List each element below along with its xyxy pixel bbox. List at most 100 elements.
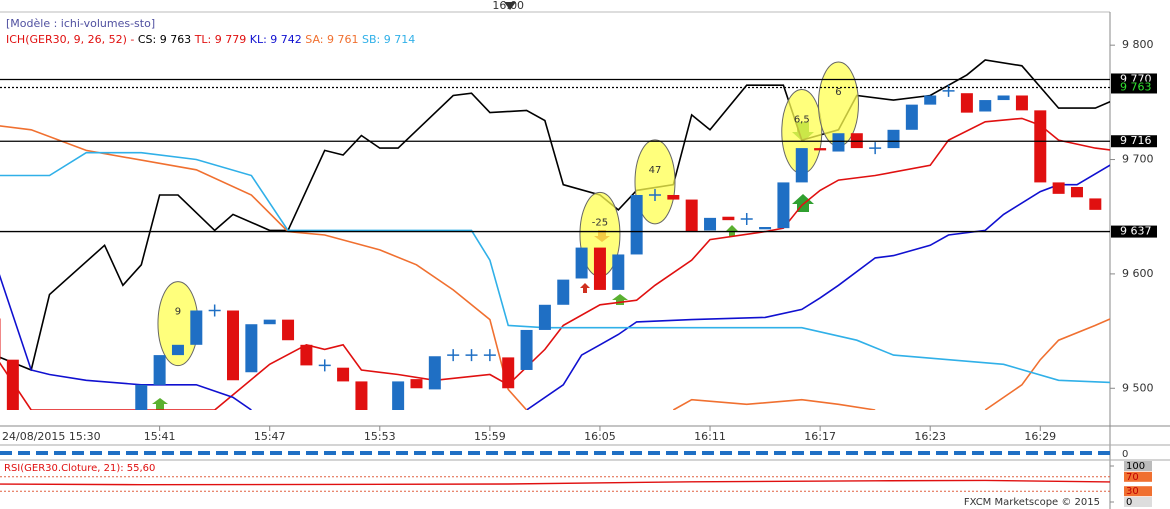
candle xyxy=(1034,110,1047,183)
candle xyxy=(502,357,515,389)
rsi-tick-box xyxy=(1124,497,1152,507)
candle-doji xyxy=(318,359,331,372)
candle xyxy=(171,344,184,356)
candle xyxy=(355,381,368,410)
annotation-label: 9 xyxy=(175,307,181,318)
candle xyxy=(263,319,276,325)
candle xyxy=(337,367,350,382)
candle xyxy=(6,359,19,410)
candle xyxy=(300,344,313,366)
indicator-label: ICH(GER30, 9, 26, 52) - xyxy=(6,33,138,46)
x-tick-label: 15:59 xyxy=(474,430,506,443)
x-tick-label: 16:11 xyxy=(694,430,726,443)
cursor-marker xyxy=(504,2,516,10)
candle xyxy=(1015,95,1028,111)
candle xyxy=(190,310,203,345)
candle xyxy=(759,227,772,230)
y-tick-label: 9 500 xyxy=(1122,381,1154,394)
rsi-pane xyxy=(0,479,1110,486)
rsi-label: RSI(GER30.Cloture, 21): 55,60 xyxy=(4,463,155,474)
rsi-tick-box xyxy=(1124,486,1152,497)
arrow-up xyxy=(792,194,814,212)
indicator-line xyxy=(0,59,1110,372)
level-label: 9 763 xyxy=(1120,80,1152,93)
legend: ICH(GER30, 9, 26, 52) - CS: 9 763 TL: 9 … xyxy=(6,33,415,46)
rsi-tick-label: 70 xyxy=(1126,472,1139,483)
indicator-line xyxy=(0,151,1110,384)
candle xyxy=(814,148,827,151)
candle xyxy=(575,247,588,279)
candle xyxy=(832,133,845,152)
x-tick-label: 16:23 xyxy=(914,430,946,443)
legend-row: ICH(GER30, 9, 26, 52) - CS: 9 763 TL: 9 … xyxy=(6,33,415,46)
candle xyxy=(887,129,900,149)
candle xyxy=(520,329,533,370)
y-tick-label: 9 800 xyxy=(1122,38,1154,51)
indicator-line xyxy=(0,117,1110,410)
candle-doji xyxy=(465,349,478,362)
candle-doji xyxy=(740,213,753,226)
candle xyxy=(428,356,441,390)
candle xyxy=(1089,198,1102,210)
price-pane: 9 -25 47 6,5 6 xyxy=(0,59,1110,410)
rsi-line xyxy=(0,479,1110,486)
x-tick-label: 16:17 xyxy=(804,430,836,443)
legend-entry: CS: 9 763 xyxy=(138,33,191,46)
credit: FXCM Marketscope © 2015 xyxy=(964,497,1100,508)
candle-doji xyxy=(208,304,221,317)
candle xyxy=(245,324,258,373)
candle xyxy=(777,182,790,229)
indicator-line xyxy=(0,164,1110,410)
candle-doji xyxy=(483,349,496,362)
candle xyxy=(979,100,992,112)
candle xyxy=(795,148,808,183)
x-tick-label: 16:05 xyxy=(584,430,616,443)
candle xyxy=(1052,182,1065,194)
annotation-label: 6,5 xyxy=(794,115,810,126)
candle xyxy=(612,254,625,290)
level-box xyxy=(1111,225,1157,238)
candle xyxy=(410,379,423,389)
arrow-up xyxy=(152,398,168,410)
x-start-label: 24/08/2015 15:30 xyxy=(2,430,101,443)
candle xyxy=(960,93,973,113)
rsi-tick-label: 0 xyxy=(1126,497,1132,508)
candle xyxy=(630,194,643,255)
legend-entry: KL: 9 742 xyxy=(250,33,302,46)
model-label: [Modèle : ichi-volumes-sto] xyxy=(6,17,155,30)
rsi-tick-label: 30 xyxy=(1126,486,1139,497)
candle-doji xyxy=(648,188,661,201)
candle xyxy=(153,355,166,385)
candle xyxy=(704,217,717,231)
arrow-up xyxy=(580,283,590,293)
candle xyxy=(997,95,1010,101)
candle xyxy=(227,310,240,381)
candle xyxy=(924,95,937,105)
x-tick-label: 15:53 xyxy=(364,430,396,443)
candle xyxy=(135,384,148,410)
legend-entry: SB: 9 714 xyxy=(362,33,415,46)
annotation-label: -25 xyxy=(592,217,608,228)
candle xyxy=(538,304,551,330)
level-box xyxy=(1111,135,1157,148)
candle xyxy=(685,199,698,232)
signal-ellipse xyxy=(634,139,676,225)
level-label: 9 637 xyxy=(1120,225,1152,238)
cursor-label: 16:00 xyxy=(492,0,524,12)
level-box xyxy=(1111,81,1157,94)
rsi-tick-box xyxy=(1124,471,1152,482)
x-tick-label: 15:47 xyxy=(254,430,286,443)
y-tick-label: 9 700 xyxy=(1122,153,1154,166)
candle xyxy=(667,194,680,200)
level-label: 9 716 xyxy=(1120,134,1152,147)
y-tick-label: 9 600 xyxy=(1122,267,1154,280)
candle xyxy=(1070,186,1083,198)
x-tick-label: 16:29 xyxy=(1024,430,1056,443)
candle xyxy=(722,216,735,221)
rsi-tick-box xyxy=(1124,461,1152,471)
arrow-up xyxy=(726,225,738,236)
x-tick-label: 15:41 xyxy=(144,430,176,443)
candle-doji xyxy=(869,142,882,155)
candle xyxy=(557,279,570,305)
